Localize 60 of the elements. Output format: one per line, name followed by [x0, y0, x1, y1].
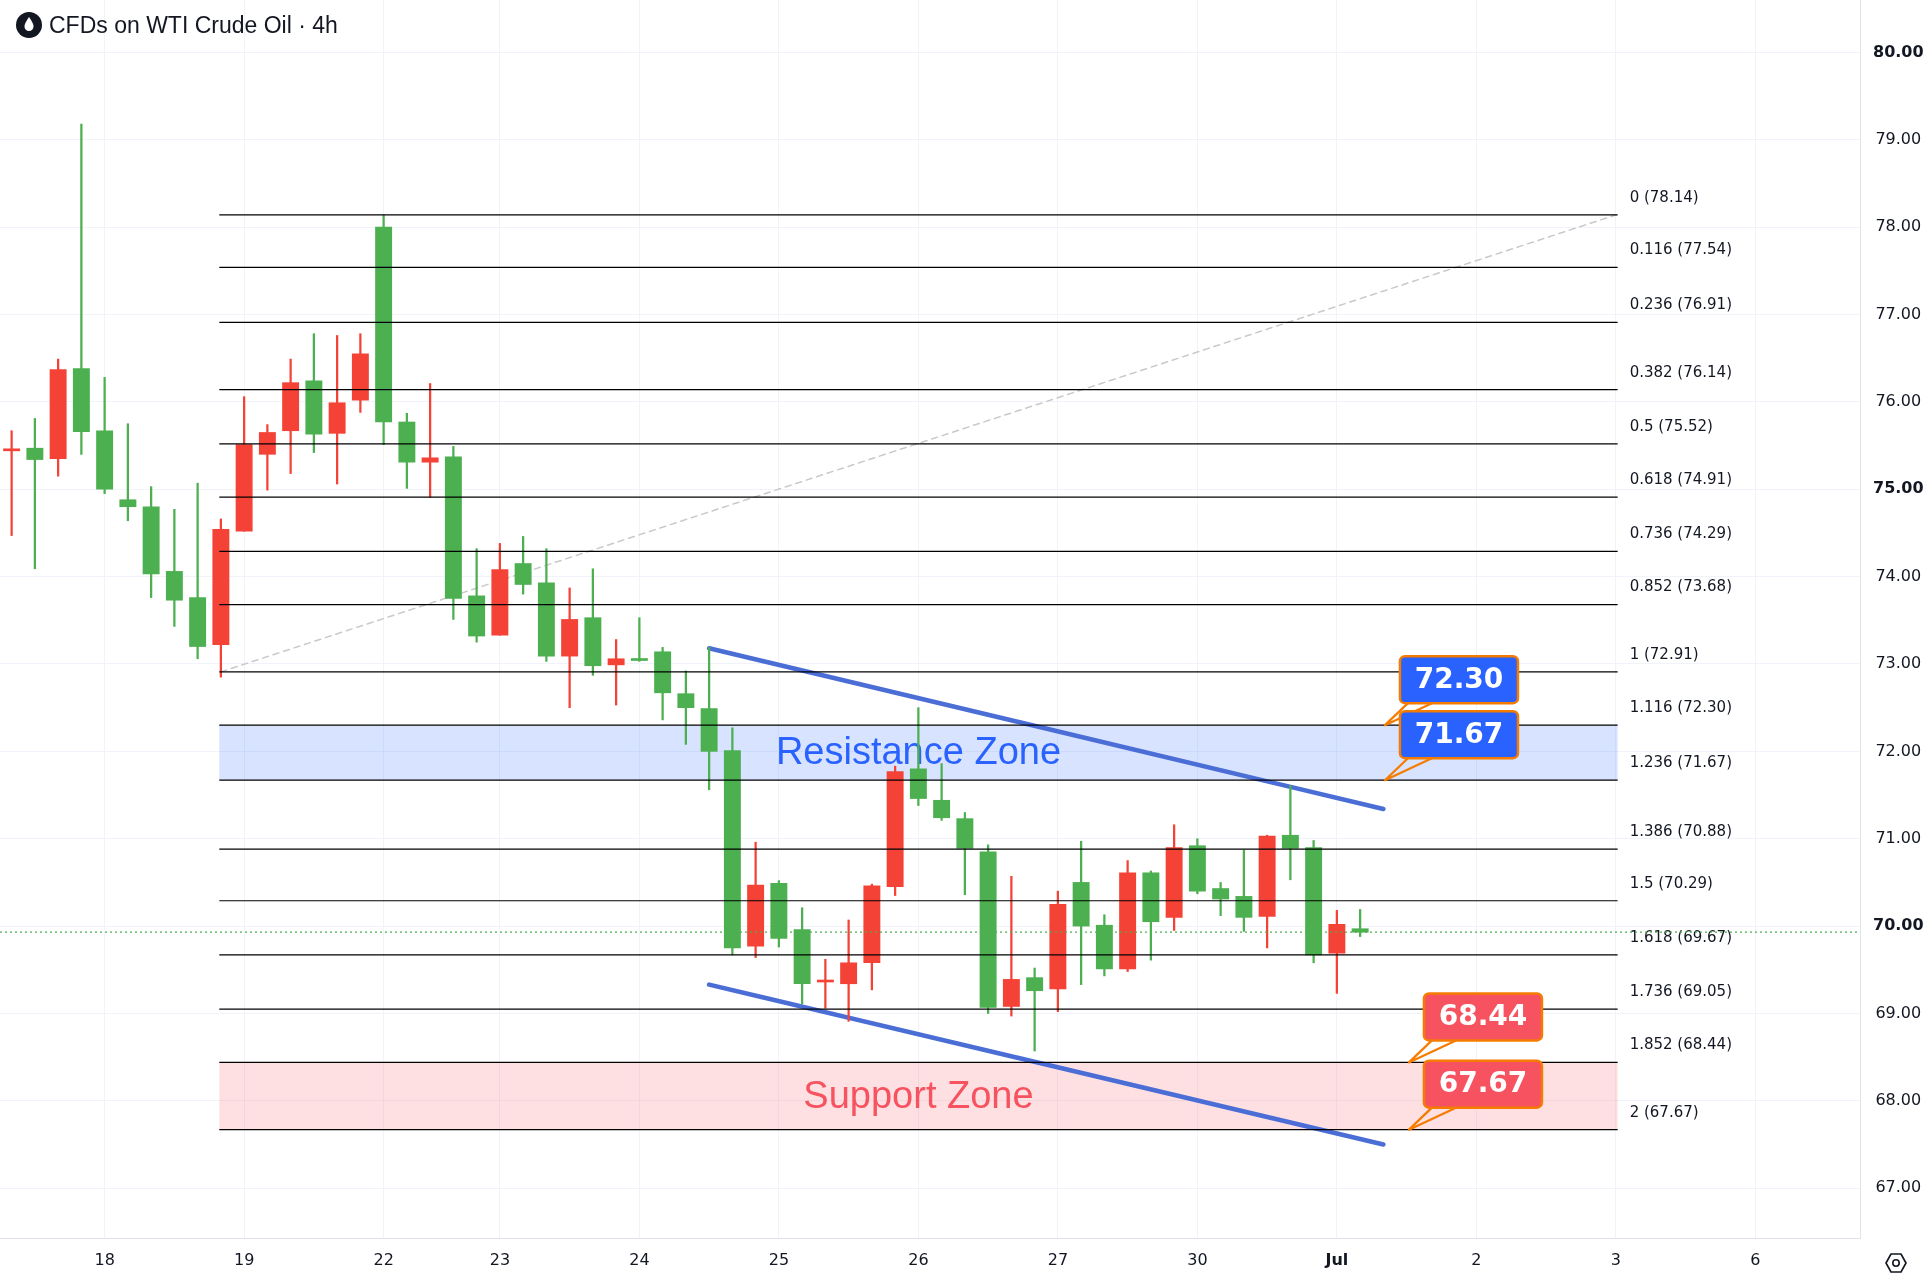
y-tick-label: 70.00	[1873, 915, 1924, 935]
annotation: 67.67	[1438, 1066, 1528, 1100]
y-tick-label: 79.00	[1875, 128, 1922, 148]
ref-line-label: 2 (67.67)	[1629, 1102, 1699, 1121]
candlestick	[630, 617, 648, 662]
ref-line-label: 1.386 (70.88)	[1629, 822, 1732, 841]
ref-line-label: 1.116 (72.30)	[1629, 698, 1732, 717]
x-tick-label: 3	[1610, 1249, 1621, 1269]
x-tick-label: 30	[1187, 1249, 1208, 1269]
y-tick-label: 80.00	[1873, 41, 1924, 61]
ref-line-label: 0.236 (76.91)	[1629, 295, 1732, 314]
y-tick-label: 72.00	[1875, 740, 1922, 760]
candlestick	[3, 430, 21, 536]
candlestick	[189, 482, 207, 660]
y-tick-label: 69.00	[1875, 1002, 1922, 1022]
x-tick-label: 23	[489, 1249, 511, 1269]
ref-line-label: 0.5 (75.52)	[1629, 416, 1713, 435]
candlestick	[1281, 785, 1299, 881]
y-tick-label: 71.00	[1875, 827, 1922, 847]
ref-line-label: 1.5 (70.29)	[1629, 873, 1713, 892]
x-tick-label: 25	[768, 1249, 790, 1269]
ref-line-label: 0.618 (74.91)	[1629, 470, 1732, 489]
y-tick-label: 76.00	[1875, 391, 1922, 411]
band-label: Support Zone	[803, 1073, 1034, 1116]
x-tick-label: 19	[233, 1249, 255, 1269]
x-tick-label: Jul	[1324, 1249, 1349, 1269]
y-tick-label: 68.00	[1875, 1089, 1922, 1109]
ref-line-label: 1 (72.91)	[1629, 644, 1699, 663]
ref-line-label: 0 (78.14)	[1629, 187, 1699, 206]
y-tick-label: 78.00	[1875, 216, 1922, 236]
y-tick-label: 75.00	[1873, 478, 1924, 498]
text: CFDs on WTI Crude Oil · 4h	[49, 11, 338, 39]
candlestick	[840, 919, 858, 1022]
ref-line-label: 0.382 (76.14)	[1629, 362, 1732, 381]
candlestick	[72, 123, 90, 455]
ref-line-label: 1.236 (71.67)	[1629, 753, 1732, 772]
ref-line-label: 0.116 (77.54)	[1629, 240, 1732, 259]
candlestick	[933, 763, 951, 821]
y-tick-label: 77.00	[1875, 303, 1922, 323]
x-tick-label: 6	[1750, 1249, 1761, 1269]
y-tick-label: 74.00	[1875, 565, 1922, 585]
annotation: 72.30	[1414, 661, 1504, 695]
x-tick-label: 26	[908, 1249, 929, 1269]
y-tick-label: 73.00	[1875, 653, 1922, 673]
x-tick-label: 22	[373, 1249, 394, 1269]
candlestick	[165, 509, 183, 627]
x-tick-label: 24	[629, 1249, 650, 1269]
annotation: 71.67	[1414, 716, 1504, 750]
x-tick-label: 18	[94, 1249, 115, 1269]
ref-line-label: 1.852 (68.44)	[1629, 1035, 1732, 1054]
ref-line-label: 0.736 (74.29)	[1629, 524, 1732, 543]
x-tick-label: 2	[1471, 1249, 1482, 1269]
y-tick-label: 67.00	[1875, 1177, 1922, 1197]
candlestick	[1026, 967, 1044, 1052]
x-tick-label: 27	[1047, 1249, 1069, 1269]
ref-line-label: 0.852 (73.68)	[1629, 577, 1732, 596]
ref-line-label: 1.618 (69.67)	[1629, 927, 1732, 946]
candlestick	[1002, 875, 1020, 1017]
annotation: 68.44	[1438, 999, 1528, 1033]
ref-line-label: 1.736 (69.05)	[1629, 981, 1732, 1000]
